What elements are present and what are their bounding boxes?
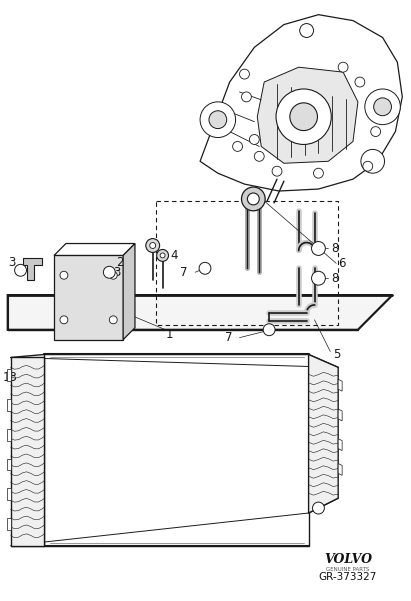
Circle shape <box>371 127 381 136</box>
Circle shape <box>15 264 26 276</box>
Circle shape <box>361 150 385 173</box>
Circle shape <box>150 243 156 248</box>
Circle shape <box>199 263 211 274</box>
Circle shape <box>363 161 373 171</box>
Circle shape <box>160 253 165 258</box>
Circle shape <box>314 168 323 178</box>
Polygon shape <box>7 399 11 411</box>
Polygon shape <box>7 370 11 381</box>
Text: GR-373327: GR-373327 <box>319 572 377 582</box>
Circle shape <box>312 271 326 285</box>
Polygon shape <box>7 488 11 500</box>
Text: 7: 7 <box>180 266 188 279</box>
Circle shape <box>249 135 259 144</box>
Circle shape <box>109 316 117 324</box>
Text: 2: 2 <box>116 256 124 269</box>
Text: 5: 5 <box>333 348 341 361</box>
Circle shape <box>233 141 242 151</box>
Circle shape <box>200 102 236 138</box>
Polygon shape <box>11 358 44 546</box>
Circle shape <box>242 187 265 211</box>
Text: 6: 6 <box>338 257 346 270</box>
Circle shape <box>338 63 348 72</box>
Circle shape <box>146 239 159 252</box>
Circle shape <box>263 324 275 336</box>
Circle shape <box>109 271 117 279</box>
Circle shape <box>312 242 326 255</box>
Polygon shape <box>8 295 393 330</box>
Polygon shape <box>338 439 342 451</box>
Text: 8: 8 <box>331 272 339 285</box>
Circle shape <box>157 249 169 261</box>
Circle shape <box>104 266 115 278</box>
Circle shape <box>355 77 365 87</box>
Circle shape <box>272 166 282 176</box>
Circle shape <box>60 271 68 279</box>
Circle shape <box>290 103 317 130</box>
Polygon shape <box>7 429 11 441</box>
Polygon shape <box>54 255 123 340</box>
Circle shape <box>374 98 391 116</box>
Circle shape <box>209 111 227 129</box>
Text: 4: 4 <box>171 249 178 262</box>
Polygon shape <box>7 459 11 471</box>
Text: GENUINE PARTS: GENUINE PARTS <box>326 567 370 573</box>
Circle shape <box>300 23 314 37</box>
Text: 13: 13 <box>3 371 18 384</box>
Polygon shape <box>7 518 11 530</box>
Text: 7: 7 <box>225 331 232 344</box>
Polygon shape <box>54 243 135 255</box>
Text: VOLVO: VOLVO <box>324 552 372 566</box>
Polygon shape <box>338 379 342 391</box>
Circle shape <box>60 316 68 324</box>
Polygon shape <box>338 409 342 421</box>
Polygon shape <box>338 463 342 475</box>
Text: 1: 1 <box>166 328 173 341</box>
Text: 3: 3 <box>113 266 121 279</box>
Circle shape <box>276 89 331 144</box>
Circle shape <box>242 92 252 102</box>
Polygon shape <box>23 258 42 280</box>
Polygon shape <box>44 355 309 546</box>
Text: 3: 3 <box>8 256 15 269</box>
Circle shape <box>312 502 324 514</box>
Polygon shape <box>200 14 402 191</box>
Polygon shape <box>257 67 358 163</box>
Circle shape <box>365 89 400 124</box>
Circle shape <box>247 193 259 205</box>
Circle shape <box>254 151 264 161</box>
Polygon shape <box>123 243 135 340</box>
Text: 8: 8 <box>331 242 339 255</box>
Circle shape <box>240 69 249 79</box>
Polygon shape <box>309 355 338 513</box>
